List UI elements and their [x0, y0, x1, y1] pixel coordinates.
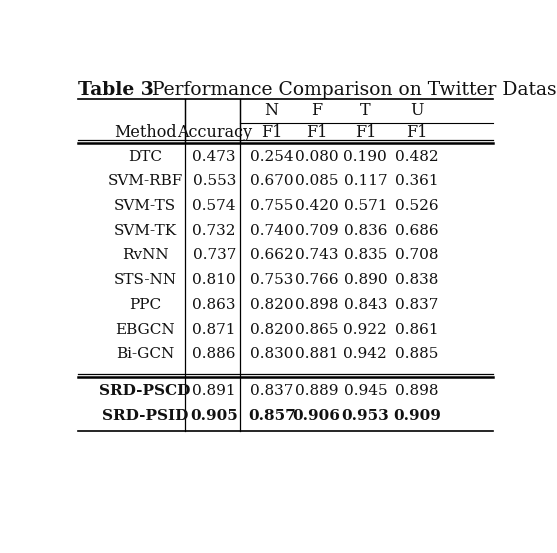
Text: F: F [311, 102, 322, 119]
Text: 0.836: 0.836 [344, 224, 387, 238]
Text: 0.420: 0.420 [295, 199, 339, 213]
Text: SVM-TK: SVM-TK [114, 224, 177, 238]
Text: RvNN: RvNN [122, 248, 168, 263]
Text: 0.881: 0.881 [295, 347, 338, 361]
Text: SVM-TS: SVM-TS [114, 199, 176, 213]
Text: PPC: PPC [129, 298, 161, 312]
Text: 0.835: 0.835 [344, 248, 387, 263]
Text: 0.740: 0.740 [250, 224, 294, 238]
Text: 0.905: 0.905 [190, 409, 238, 422]
Text: 0.865: 0.865 [295, 322, 338, 337]
Text: 0.766: 0.766 [295, 273, 338, 287]
Text: 0.942: 0.942 [344, 347, 387, 361]
Text: 0.526: 0.526 [395, 199, 439, 213]
Text: 0.361: 0.361 [395, 174, 439, 189]
Text: 0.838: 0.838 [395, 273, 439, 287]
Text: 0.889: 0.889 [295, 384, 338, 398]
Text: F1: F1 [261, 124, 282, 141]
Text: 0.945: 0.945 [344, 384, 387, 398]
Text: 0.890: 0.890 [344, 273, 387, 287]
Text: 0.553: 0.553 [193, 174, 236, 189]
Text: 0.871: 0.871 [193, 322, 236, 337]
Text: 0.830: 0.830 [250, 347, 294, 361]
Text: F1: F1 [306, 124, 327, 141]
Text: F1: F1 [355, 124, 376, 141]
Text: 0.080: 0.080 [295, 150, 338, 164]
Text: 0.670: 0.670 [250, 174, 294, 189]
Text: 0.737: 0.737 [193, 248, 236, 263]
Text: Performance Comparison on Twitter Dataset: Performance Comparison on Twitter Datase… [128, 81, 557, 99]
Text: SRD-PSCD: SRD-PSCD [100, 384, 191, 398]
Text: 0.843: 0.843 [344, 298, 387, 312]
Text: 0.190: 0.190 [344, 150, 387, 164]
Text: F1: F1 [407, 124, 428, 141]
Text: EBGCN: EBGCN [115, 322, 175, 337]
Text: 0.743: 0.743 [295, 248, 338, 263]
Text: 0.837: 0.837 [250, 384, 294, 398]
Text: 0.898: 0.898 [395, 384, 439, 398]
Text: 0.886: 0.886 [193, 347, 236, 361]
Text: 0.117: 0.117 [344, 174, 387, 189]
Text: 0.863: 0.863 [193, 298, 236, 312]
Text: 0.753: 0.753 [250, 273, 294, 287]
Text: U: U [411, 102, 424, 119]
Text: 0.909: 0.909 [393, 409, 441, 422]
Text: Bi-GCN: Bi-GCN [116, 347, 174, 361]
Text: 0.898: 0.898 [295, 298, 338, 312]
Text: 0.085: 0.085 [295, 174, 338, 189]
Text: 0.857: 0.857 [248, 409, 296, 422]
Text: 0.820: 0.820 [250, 322, 294, 337]
Text: 0.891: 0.891 [192, 384, 236, 398]
Text: DTC: DTC [128, 150, 162, 164]
Text: 0.861: 0.861 [395, 322, 439, 337]
Text: 0.732: 0.732 [193, 224, 236, 238]
Text: 0.810: 0.810 [192, 273, 236, 287]
Text: 0.254: 0.254 [250, 150, 294, 164]
Text: 0.820: 0.820 [250, 298, 294, 312]
Text: 0.953: 0.953 [341, 409, 389, 422]
Text: 0.708: 0.708 [395, 248, 439, 263]
Text: Accuracy: Accuracy [177, 124, 252, 141]
Text: SVM-RBF: SVM-RBF [108, 174, 183, 189]
Text: Table 3: Table 3 [78, 81, 154, 99]
Text: 0.906: 0.906 [292, 409, 340, 422]
Text: 0.574: 0.574 [193, 199, 236, 213]
Text: 0.571: 0.571 [344, 199, 387, 213]
Text: 0.473: 0.473 [193, 150, 236, 164]
Text: 0.686: 0.686 [395, 224, 439, 238]
Text: SRD-PSID: SRD-PSID [102, 409, 188, 422]
Text: 0.837: 0.837 [395, 298, 439, 312]
Text: 0.662: 0.662 [250, 248, 294, 263]
Text: N: N [265, 102, 278, 119]
Text: 0.922: 0.922 [344, 322, 387, 337]
Text: STS-NN: STS-NN [114, 273, 177, 287]
Text: T: T [360, 102, 370, 119]
Text: Method: Method [114, 124, 177, 141]
Text: 0.482: 0.482 [395, 150, 439, 164]
Text: 0.885: 0.885 [395, 347, 439, 361]
Text: 0.709: 0.709 [295, 224, 338, 238]
Text: 0.755: 0.755 [250, 199, 294, 213]
